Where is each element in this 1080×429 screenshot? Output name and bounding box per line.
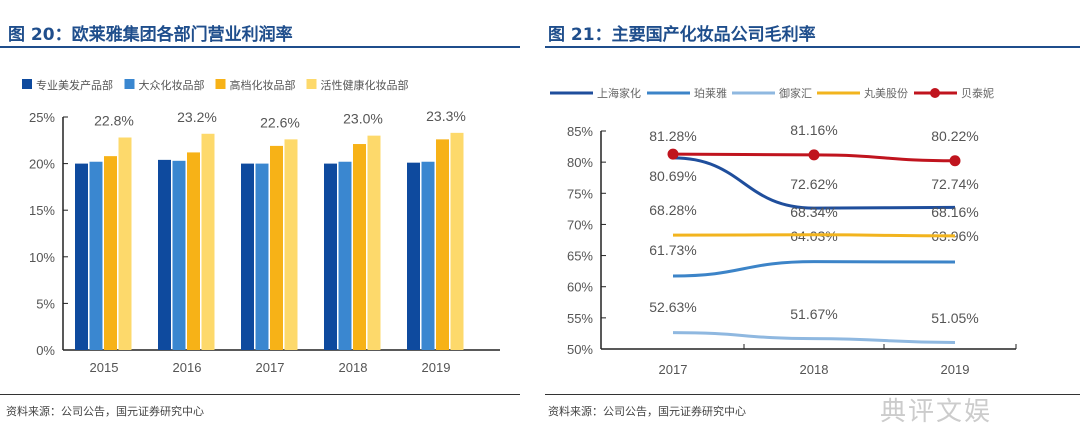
line-data-label: 61.73% [649, 242, 696, 258]
bar-2015-0 [75, 163, 88, 350]
bar-y-tick-label: 0% [36, 343, 55, 358]
line-x-tick-label: 2019 [941, 362, 970, 377]
bar-x-tick-label: 2017 [256, 360, 285, 375]
bar-2018-3 [367, 135, 381, 350]
bar-x-tick-label: 2018 [339, 360, 368, 375]
bar-2016-3 [201, 133, 215, 350]
line-data-label: 68.28% [649, 202, 696, 218]
bar-2015-3 [118, 137, 132, 350]
left-footer-divider [0, 394, 520, 395]
line-series-0 [672, 156, 956, 210]
bar-legend-label: 大众化妆品部 [139, 78, 205, 92]
bar-data-label: 23.2% [177, 109, 217, 125]
bar-y-tick-label: 20% [29, 157, 55, 172]
line-legend-label: 丸美股份 [864, 87, 908, 100]
line-data-label: 72.62% [790, 176, 837, 192]
bar-2018-1 [338, 161, 352, 350]
bar-2017-3 [284, 139, 298, 350]
bar-2019-2 [436, 139, 449, 350]
bar-legend-label: 活性健康化妆品部 [321, 78, 409, 92]
bar-legend-swatch [306, 79, 317, 89]
bar-x-tick-label: 2015 [90, 360, 119, 375]
line-y-tick-label: 65% [567, 249, 593, 264]
bar-legend-swatch [215, 79, 226, 89]
line-legend-marker [930, 88, 940, 98]
line-series-1 [672, 260, 956, 278]
bar-y-tick-label: 5% [36, 296, 55, 311]
right-title-divider [545, 46, 1080, 48]
left-title-divider [0, 46, 520, 48]
bar-x-tick-label: 2016 [173, 360, 202, 375]
bar-2015-2 [104, 156, 117, 350]
bar-data-label: 22.6% [260, 114, 300, 130]
bar-legend-label: 高档化妆品部 [230, 78, 296, 92]
right-chart-title: 图 21：主要国产化妆品公司毛利率 [548, 25, 816, 45]
line-marker [667, 148, 679, 160]
bar-2016-0 [158, 159, 171, 350]
bar-2018-2 [353, 144, 366, 350]
bar-2016-2 [187, 152, 200, 350]
bar-legend-swatch [124, 79, 135, 89]
bar-2017-1 [255, 163, 269, 350]
line-y-tick-label: 60% [567, 280, 593, 295]
bar-2017-2 [270, 145, 283, 350]
line-data-label: 72.74% [931, 176, 978, 192]
line-y-tick-label: 50% [567, 342, 593, 357]
line-legend-label: 御家汇 [779, 86, 812, 100]
right-source-note: 资料来源：公司公告，国元证券研究中心 [548, 405, 746, 418]
bar-data-label: 22.8% [94, 113, 134, 129]
watermark: 典评文娱 [880, 397, 993, 427]
line-marker [949, 155, 961, 167]
line-y-tick-label: 75% [567, 186, 593, 201]
line-data-label: 80.69% [649, 168, 696, 184]
bar-y-tick-label: 10% [29, 250, 55, 265]
bar-x-tick-label: 2019 [422, 360, 451, 375]
line-data-label: 81.28% [649, 128, 696, 144]
left-source-note: 资料来源：公司公告，国元证券研究中心 [6, 405, 204, 418]
line-marker [808, 149, 820, 161]
bar-data-label: 23.3% [426, 108, 466, 124]
line-data-label: 81.16% [790, 122, 837, 138]
line-y-tick-label: 80% [567, 155, 593, 170]
bar-legend-swatch [22, 79, 32, 89]
line-x-tick-label: 2017 [659, 362, 688, 377]
line-data-label: 51.05% [931, 310, 978, 326]
line-series-2 [672, 331, 956, 344]
line-x-tick-label: 2018 [800, 362, 829, 377]
line-data-label: 80.22% [931, 128, 978, 144]
right-footer-divider [545, 394, 1080, 395]
bar-2016-1 [172, 160, 186, 350]
bar-2019-3 [450, 132, 464, 350]
bar-legend-label: 专业美发产品部 [36, 78, 113, 92]
line-y-tick-label: 70% [567, 217, 593, 232]
bar-2019-1 [421, 161, 435, 350]
line-y-tick-label: 55% [567, 311, 593, 326]
bar-data-label: 23.0% [343, 111, 383, 127]
line-legend-label: 珀莱雅 [694, 86, 727, 100]
bar-y-tick-label: 15% [29, 203, 55, 218]
line-data-label: 51.67% [790, 306, 837, 322]
line-data-label: 52.63% [649, 299, 696, 315]
line-legend-label: 上海家化 [597, 86, 641, 100]
left-chart-title: 图 20：欧莱雅集团各部门营业利润率 [8, 25, 293, 45]
line-y-tick-label: 85% [567, 124, 593, 139]
line-series-3 [672, 233, 956, 238]
bar-2019-0 [407, 162, 420, 350]
bar-y-tick-label: 25% [29, 110, 55, 125]
bar-2017-0 [241, 163, 254, 350]
bar-2018-0 [324, 163, 337, 350]
bar-2015-1 [89, 161, 103, 350]
line-legend-label: 贝泰妮 [961, 86, 994, 100]
line-data-label: 68.34% [790, 204, 837, 220]
line-data-label: 68.16% [931, 204, 978, 220]
